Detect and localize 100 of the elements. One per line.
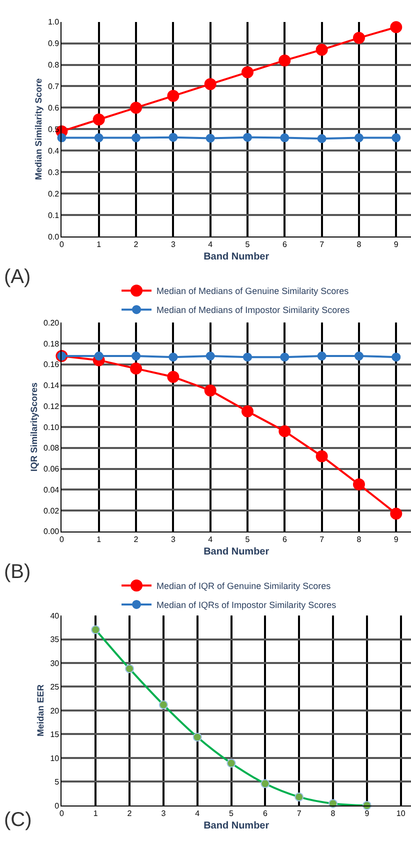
point xyxy=(243,132,252,142)
x-tick-label: 7 xyxy=(320,535,325,544)
text: (C) xyxy=(4,809,32,831)
y-tick-label: 0.04 xyxy=(44,485,60,494)
y-tick-label: 0.02 xyxy=(44,506,60,516)
x-tick-label: 2 xyxy=(127,809,132,818)
point xyxy=(243,352,252,362)
x-tick-label: 7 xyxy=(296,809,302,818)
x-tick-label: 9 xyxy=(394,535,399,544)
y-tick-label: 10 xyxy=(50,754,60,763)
y-axis-title: Median Similarity Score xyxy=(33,78,44,180)
y-tick-label: 0.12 xyxy=(44,402,60,411)
point xyxy=(167,90,180,102)
y-tick-label: 0 xyxy=(54,801,60,810)
point xyxy=(390,21,402,34)
x-axis-title: Band Number xyxy=(204,546,270,558)
point xyxy=(390,508,402,520)
y-tick-label: 5 xyxy=(54,778,60,787)
x-axis-title: Band Number xyxy=(204,820,270,832)
point xyxy=(130,102,142,114)
x-tick-label: 5 xyxy=(229,809,234,818)
x-tick-label: 4 xyxy=(208,535,214,544)
y-tick-label: 0.8 xyxy=(48,60,60,70)
x-tick-label: 6 xyxy=(282,240,288,250)
x-tick-label: 8 xyxy=(356,240,362,250)
point xyxy=(280,133,290,142)
y-tick-label: 40 xyxy=(50,611,60,620)
x-tick-label: 8 xyxy=(356,535,362,544)
y-tick-label: 0.00 xyxy=(44,527,60,536)
y-tick-label: 0.1 xyxy=(48,210,60,220)
x-tick-label: 2 xyxy=(134,240,139,250)
y-tick-label: 1.0 xyxy=(48,18,60,27)
point xyxy=(168,352,178,362)
y-tick-label: 20 xyxy=(50,706,60,716)
point xyxy=(317,352,326,361)
point xyxy=(352,32,365,44)
y-tick-label: 15 xyxy=(50,730,60,740)
point xyxy=(92,114,105,126)
text: (B) xyxy=(4,561,31,583)
y-tick-label: 0.3 xyxy=(48,168,60,177)
legend-label: Median of Medians of Impostor Similarity Scores xyxy=(156,305,350,316)
x-tick-label: 6 xyxy=(282,535,288,544)
point xyxy=(242,405,254,418)
point xyxy=(242,66,254,78)
point xyxy=(94,352,104,361)
point xyxy=(352,478,365,490)
x-tick-label: 6 xyxy=(262,809,268,818)
point xyxy=(316,450,328,462)
y-tick-label: 0.20 xyxy=(44,318,60,328)
x-tick-label: 1 xyxy=(96,240,102,250)
y-tick-label: 0.08 xyxy=(44,444,60,453)
point xyxy=(278,54,291,66)
point xyxy=(354,352,364,361)
x-tick-label: 8 xyxy=(330,809,336,818)
x-tick-label: 3 xyxy=(170,240,176,250)
point xyxy=(392,352,401,362)
y-tick-label: 25 xyxy=(50,682,60,692)
point xyxy=(354,133,364,142)
x-tick-label: 3 xyxy=(161,809,166,818)
y-tick-label: 0.6 xyxy=(48,104,60,112)
x-tick-label: 7 xyxy=(320,240,325,250)
text: (A) xyxy=(4,266,31,288)
y-tick-label: 0.2 xyxy=(48,189,60,198)
point xyxy=(168,132,178,142)
x-tick-label: 5 xyxy=(245,240,250,250)
x-tick-label: 3 xyxy=(170,535,176,544)
y-tick-label: 0.7 xyxy=(48,82,60,92)
x-tick-label: 1 xyxy=(96,535,102,544)
point xyxy=(132,133,141,142)
y-tick-label: 0.06 xyxy=(44,464,60,474)
y-tick-label: 35 xyxy=(50,635,60,644)
x-tick-label: 4 xyxy=(195,809,200,818)
legend-label: Median of IQR of Genuine Similarity Scores xyxy=(156,580,332,591)
legend-label: Median of IQRs of Impostor Similarity Scores xyxy=(156,600,337,610)
point xyxy=(278,425,291,438)
x-tick-label: 10 xyxy=(396,809,406,818)
point xyxy=(206,134,215,143)
x-tick-label: 5 xyxy=(245,535,250,544)
y-tick-label: 0.4 xyxy=(48,146,60,156)
x-axis-title: Band Number xyxy=(204,252,270,263)
y-tick-label: 0.9 xyxy=(48,39,60,48)
point xyxy=(204,78,216,90)
point xyxy=(94,133,104,142)
point xyxy=(206,352,215,361)
point xyxy=(317,134,326,144)
x-tick-label: 9 xyxy=(364,809,370,818)
point xyxy=(130,362,142,375)
point xyxy=(204,384,216,396)
y-tick-label: 30 xyxy=(50,658,60,668)
y-axis-title: IQR SimilarityScores xyxy=(28,382,39,472)
point xyxy=(167,370,180,383)
x-tick-label: 2 xyxy=(134,535,139,544)
y-tick-label: 0.14 xyxy=(44,381,60,390)
point xyxy=(316,44,328,56)
x-tick-label: 1 xyxy=(93,809,98,818)
point xyxy=(392,133,401,142)
point xyxy=(280,352,290,362)
y-tick-label: 0.0 xyxy=(48,232,60,242)
legend-label: Median of Medians of Genuine Similarity Scores xyxy=(156,286,350,296)
y-tick-label: 0.10 xyxy=(44,422,60,432)
